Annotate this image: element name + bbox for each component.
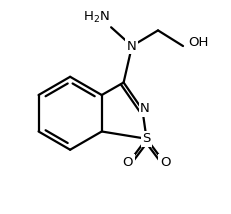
Text: S: S (142, 132, 150, 145)
Text: N: N (140, 102, 149, 115)
Text: O: O (122, 156, 132, 169)
Text: O: O (159, 156, 170, 169)
Text: N: N (127, 40, 136, 52)
Text: OH: OH (187, 36, 208, 49)
Text: H$_2$N: H$_2$N (83, 10, 109, 25)
